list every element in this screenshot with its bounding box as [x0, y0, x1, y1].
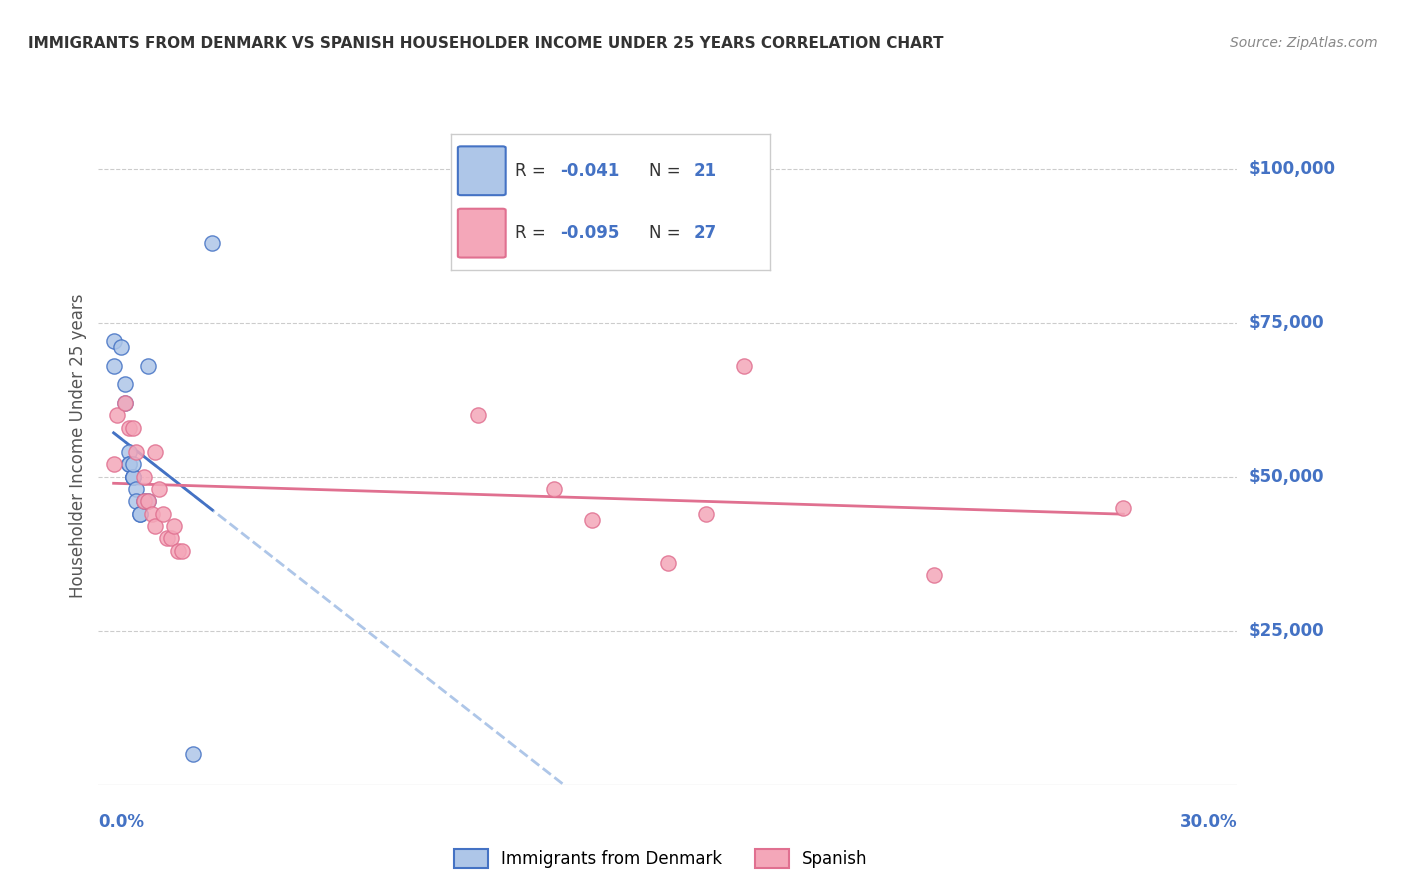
- Point: [103, 359, 125, 373]
- Point: [118, 458, 141, 472]
- Point: [132, 470, 155, 484]
- Y-axis label: Householder Income Under 25 years: Householder Income Under 25 years: [69, 293, 87, 599]
- Text: 0.0%: 0.0%: [98, 813, 145, 830]
- Point: [129, 507, 152, 521]
- Point: [121, 470, 143, 484]
- Point: [132, 494, 155, 508]
- Point: [114, 396, 136, 410]
- Point: [922, 568, 945, 582]
- Point: [121, 470, 143, 484]
- Text: $100,000: $100,000: [1249, 160, 1336, 178]
- Point: [170, 543, 193, 558]
- Point: [114, 377, 136, 392]
- Text: 30.0%: 30.0%: [1180, 813, 1237, 830]
- Text: $75,000: $75,000: [1249, 314, 1324, 332]
- Point: [152, 507, 174, 521]
- Text: $50,000: $50,000: [1249, 467, 1324, 486]
- Point: [467, 408, 489, 422]
- Point: [125, 482, 148, 496]
- Point: [107, 408, 129, 422]
- Point: [657, 556, 679, 570]
- Point: [103, 458, 125, 472]
- Point: [125, 494, 148, 508]
- Text: Source: ZipAtlas.com: Source: ZipAtlas.com: [1230, 36, 1378, 50]
- Point: [136, 494, 159, 508]
- Point: [114, 396, 136, 410]
- Point: [163, 519, 186, 533]
- Point: [121, 420, 143, 434]
- Point: [125, 445, 148, 459]
- Point: [136, 359, 159, 373]
- Text: IMMIGRANTS FROM DENMARK VS SPANISH HOUSEHOLDER INCOME UNDER 25 YEARS CORRELATION: IMMIGRANTS FROM DENMARK VS SPANISH HOUSE…: [28, 36, 943, 51]
- Point: [167, 543, 190, 558]
- Point: [121, 470, 143, 484]
- Point: [118, 420, 141, 434]
- Point: [145, 445, 167, 459]
- Point: [543, 482, 565, 496]
- Point: [132, 494, 155, 508]
- Point: [733, 359, 755, 373]
- Point: [1112, 500, 1135, 515]
- Point: [201, 235, 224, 250]
- Point: [121, 458, 143, 472]
- Point: [695, 507, 717, 521]
- Text: $25,000: $25,000: [1249, 622, 1324, 640]
- Point: [103, 334, 125, 349]
- Point: [156, 532, 179, 546]
- Point: [581, 513, 603, 527]
- Point: [145, 519, 167, 533]
- Point: [118, 458, 141, 472]
- Point: [141, 507, 163, 521]
- Point: [110, 340, 132, 354]
- Point: [183, 747, 205, 761]
- Legend: Immigrants from Denmark, Spanish: Immigrants from Denmark, Spanish: [447, 842, 875, 875]
- Point: [148, 482, 170, 496]
- Point: [118, 445, 141, 459]
- Point: [159, 532, 181, 546]
- Point: [129, 507, 152, 521]
- Point: [136, 494, 159, 508]
